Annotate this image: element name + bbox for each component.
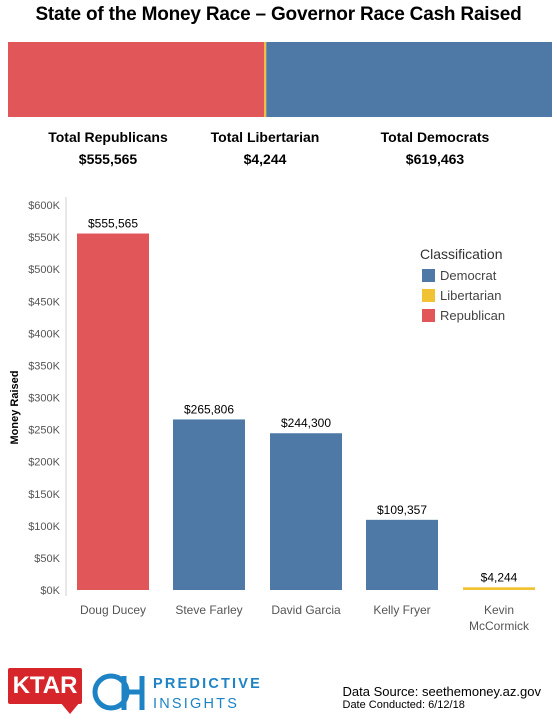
y-tick-label: $550K (28, 232, 60, 244)
pi-line2: INSIGHTS (153, 696, 240, 712)
bar (463, 587, 535, 590)
stack-segment-democrat (266, 42, 552, 117)
legend-item-libertarian: Libertarian (420, 285, 505, 305)
y-tick-label: $450K (28, 296, 60, 308)
x-tick-label: David Garcia (271, 603, 341, 617)
bar (270, 433, 342, 590)
chart-title: State of the Money Race – Governor Race … (35, 4, 522, 25)
total-libertarian-value: $4,244 (243, 151, 287, 167)
bar (77, 233, 149, 590)
y-tick-label: $400K (28, 328, 60, 340)
legend-label-republican: Republican (440, 307, 506, 323)
bar-value-label: $109,357 (377, 503, 427, 517)
total-republicans-label: Total Republicans (48, 129, 168, 145)
total-libertarian-label: Total Libertarian (210, 129, 320, 145)
totals-stacked-bar (8, 42, 552, 117)
y-tick-label: $0K (40, 585, 60, 597)
source-info: Data Source: seethemoney.az.gov Date Con… (343, 684, 542, 711)
legend-item-republican: Republican (420, 305, 505, 325)
y-tick-label: $500K (28, 264, 60, 276)
total-democrats-label: Total Democrats (380, 129, 490, 145)
y-tick-label: $250K (28, 425, 60, 437)
bar-value-label: $555,565 (88, 217, 138, 231)
total-republicans-value: $555,565 (78, 151, 138, 167)
legend: Classification Democrat Libertarian Repu… (420, 246, 505, 325)
stack-segment-republican (8, 42, 265, 117)
predictive-insights-logo-icon (92, 673, 145, 711)
legend-swatch-democrat (422, 268, 435, 282)
y-tick-label: $350K (28, 360, 60, 372)
legend-item-democrat: Democrat (420, 265, 505, 285)
ktar-logo: KTAR (8, 668, 82, 704)
legend-swatch-libertarian (422, 288, 435, 302)
y-tick-label: $150K (28, 489, 60, 501)
x-tick-label: McCormick (469, 619, 530, 633)
y-tick-label: $50K (34, 553, 60, 565)
x-tick-label: Doug Ducey (80, 603, 146, 617)
x-tick-label: Kelly Fryer (373, 603, 430, 617)
money-raised-bar-chart: Money Raised $0K $50K $100K $150K $200K $250K $… (9, 197, 535, 633)
data-source: Data Source: seethemoney.az.gov (342, 684, 542, 699)
legend-label-democrat: Democrat (440, 267, 497, 283)
x-tick-label: Steve Farley (175, 603, 242, 617)
bar-value-label: $265,806 (184, 402, 234, 416)
y-tick-label: $200K (28, 457, 60, 469)
bar (173, 419, 245, 590)
bar (366, 519, 438, 590)
legend-swatch-republican (422, 308, 435, 322)
footer-logos: KTAR PREDICTIVE INSIGHTS (8, 668, 308, 716)
total-democrats: Total Democrats $619,463 (370, 126, 500, 170)
bar-value-label: $244,300 (281, 416, 331, 430)
y-axis-label: Money Raised (9, 371, 21, 445)
date-conducted: Date Conducted: 6/12/18 (342, 699, 465, 711)
stack-segment-libertarian (264, 42, 267, 117)
y-tick-label: $100K (28, 521, 60, 533)
bar-value-label: $4,244 (481, 570, 518, 584)
predictive-insights-logo-text: PREDICTIVE INSIGHTS (153, 674, 262, 714)
total-libertarian: Total Libertarian $4,244 (198, 126, 332, 170)
ktar-logo-tail (60, 702, 80, 714)
pi-line1: PREDICTIVE (153, 676, 263, 692)
total-republicans: Total Republicans $555,565 (40, 126, 176, 170)
y-tick-label: $300K (28, 393, 60, 405)
legend-label-libertarian: Libertarian (440, 287, 502, 303)
legend-title: Classification (420, 246, 503, 262)
y-tick-label: $600K (28, 200, 60, 212)
x-tick-label: Kevin (484, 603, 514, 617)
total-democrats-value: $619,463 (405, 151, 465, 167)
